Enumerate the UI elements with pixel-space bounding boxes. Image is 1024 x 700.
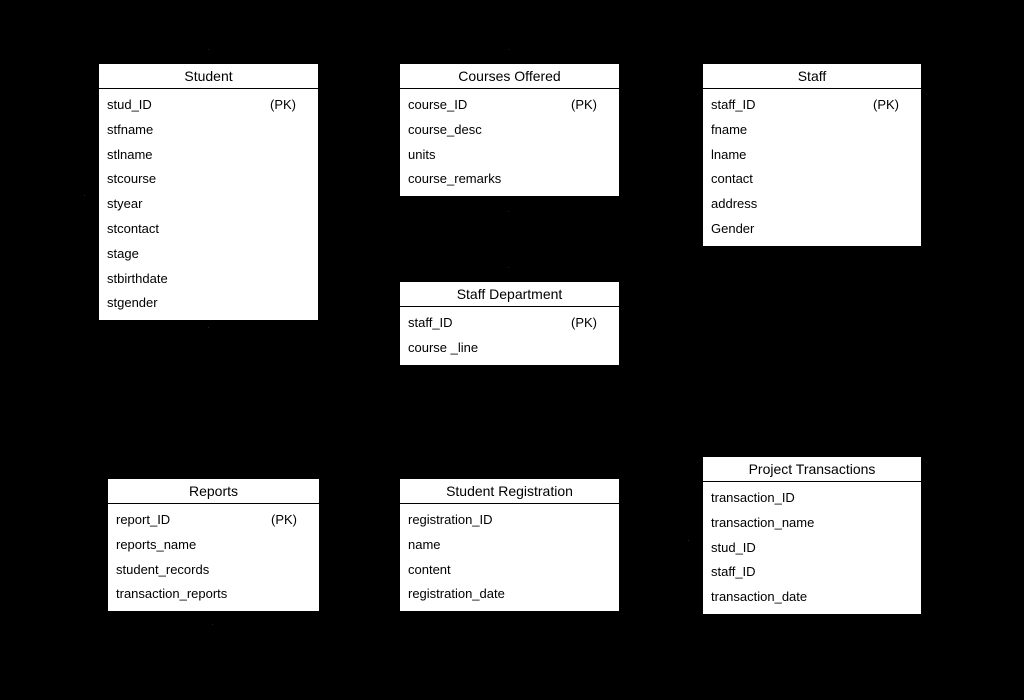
entity-project-transactions: Project Transactions transaction_ID tran… (702, 456, 922, 615)
crowsfoot-icon (84, 195, 85, 196)
entity-courses-offered: Courses Offered course_ID(PK) course_des… (399, 63, 620, 197)
entity-body: transaction_ID transaction_name stud_ID … (703, 482, 921, 614)
crowsfoot-icon (920, 158, 921, 159)
entity-title: Student Registration (400, 479, 619, 504)
crowsfoot-icon (208, 327, 209, 328)
entity-reports: Reports report_ID(PK) reports_name stude… (107, 478, 320, 612)
entity-body: stud_ID(PK) stfname stlname stcourse sty… (99, 89, 318, 320)
entity-body: registration_ID name content registratio… (400, 504, 619, 611)
crowsfoot-icon (508, 211, 509, 212)
entity-title: Staff Department (400, 282, 619, 307)
entity-staff: Staff staff_ID(PK) fname lname contact a… (702, 63, 922, 247)
crowsfoot-icon (212, 624, 213, 625)
entity-student: Student stud_ID(PK) stfname stlname stco… (98, 63, 319, 321)
entity-title: Courses Offered (400, 64, 619, 89)
entity-body: staff_ID(PK) fname lname contact address… (703, 89, 921, 246)
crowsfoot-icon (508, 267, 509, 268)
entity-body: course_ID(PK) course_desc units course_r… (400, 89, 619, 196)
entity-title: Project Transactions (703, 457, 921, 482)
entity-title: Student (99, 64, 318, 89)
crowsfoot-icon (508, 49, 509, 50)
entity-student-registration: Student Registration registration_ID nam… (399, 478, 620, 612)
entity-body: staff_ID(PK) course _line (400, 307, 619, 365)
crowsfoot-icon (688, 540, 689, 541)
crowsfoot-icon (618, 300, 619, 301)
entity-staff-department: Staff Department staff_ID(PK) course _li… (399, 281, 620, 366)
crowsfoot-icon (208, 49, 209, 50)
entity-title: Staff (703, 64, 921, 89)
entity-body: report_ID(PK) reports_name student_recor… (108, 504, 319, 611)
crowsfoot-icon (920, 540, 921, 541)
entity-title: Reports (108, 479, 319, 504)
